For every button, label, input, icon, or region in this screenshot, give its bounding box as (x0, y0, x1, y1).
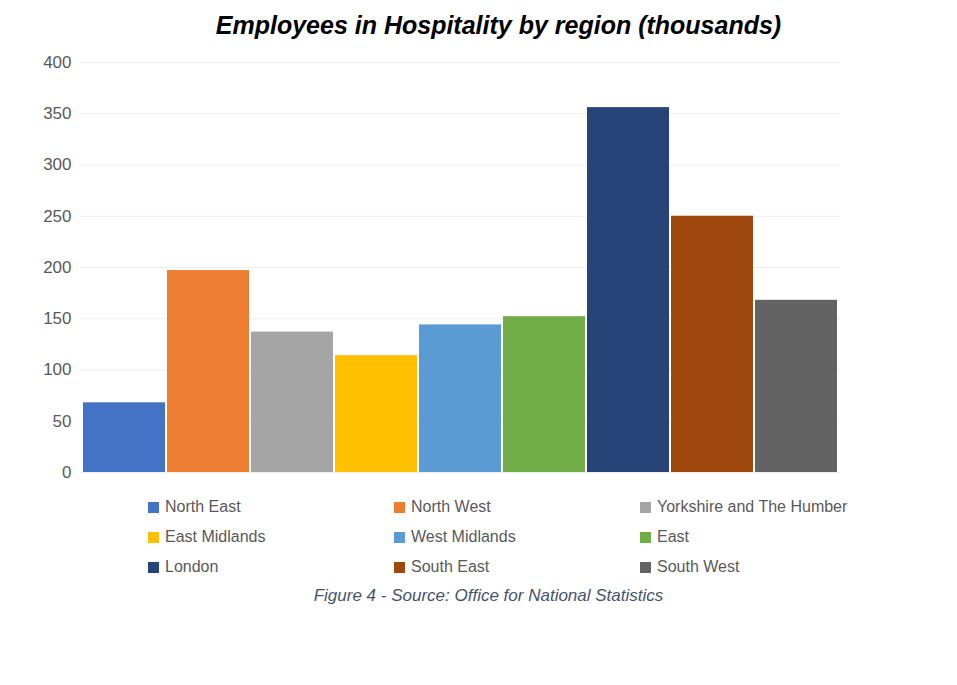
html-text:East: East (657, 528, 689, 545)
html-text:North West: North West (411, 498, 491, 515)
html-text:Figure 4 - Source: Office for: Figure 4 - Source: Office for National S… (313, 586, 664, 605)
svg-text:0: 0 (62, 463, 71, 482)
svg-text:200: 200 (43, 258, 71, 277)
html-text:West Midlands: West Midlands (411, 528, 516, 545)
svg-text:300: 300 (43, 155, 71, 174)
svg-text:350: 350 (43, 104, 71, 123)
svg-text:250: 250 (43, 207, 71, 226)
html-text:London: London (165, 558, 219, 575)
html-text:South West: South West (657, 558, 740, 575)
svg-text:50: 50 (53, 412, 72, 431)
svg-text:100: 100 (43, 360, 71, 379)
html-text:South East: South East (411, 558, 490, 575)
html-text:Yorkshire and The Humber: Yorkshire and The Humber (657, 498, 848, 515)
svg-text:150: 150 (43, 309, 71, 328)
html-text:Employees in Hospitality by re: Employees in Hospitality by region (thou… (215, 11, 782, 39)
html-text:East Midlands: East Midlands (165, 528, 266, 545)
html-text:North East: North East (165, 498, 241, 515)
svg-text:400: 400 (43, 53, 71, 72)
